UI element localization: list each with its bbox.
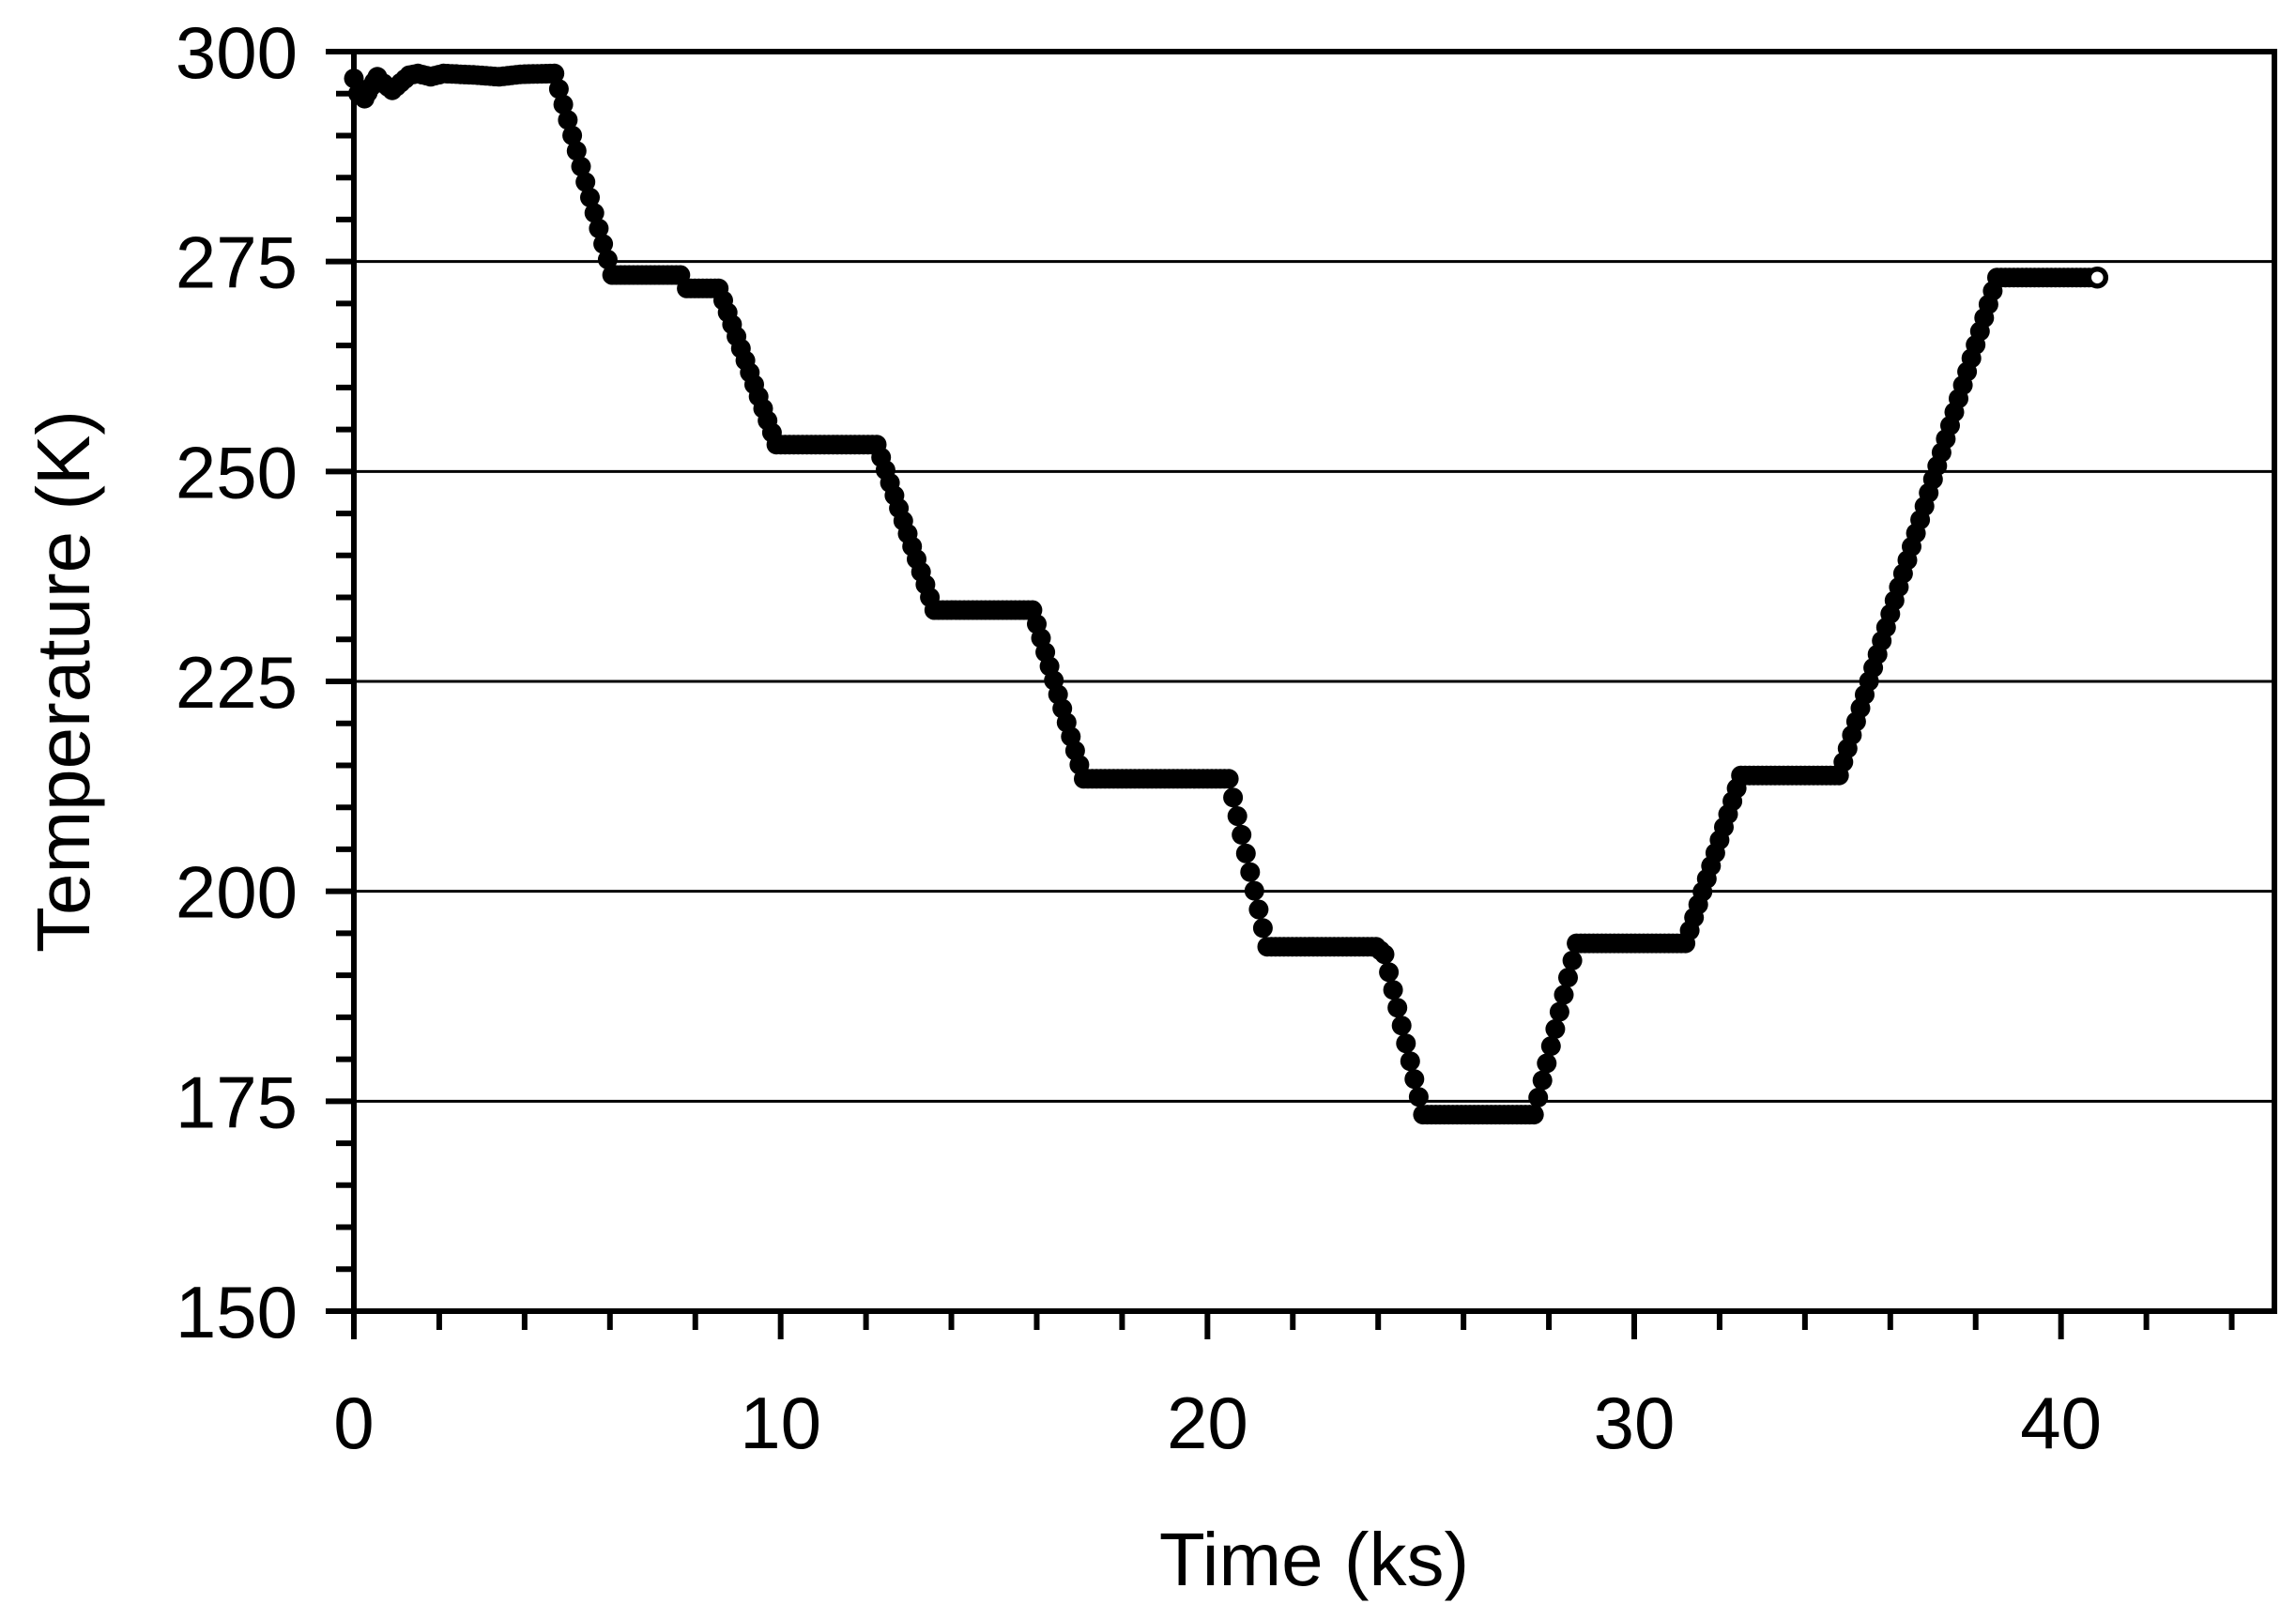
y-axis: 150 175 200 225 250 275 300 [176,11,354,1353]
data-point [1396,1033,1416,1054]
data-point [593,234,614,254]
data-point [1554,985,1574,1005]
gridlines [354,260,2274,1103]
data-point [548,79,569,99]
x-tick-label: 30 [1594,1382,1676,1464]
data-point [1537,1053,1557,1074]
data-point [1218,769,1239,789]
data-point [1383,980,1403,1000]
y-tick-label: 250 [176,431,298,513]
data-point [1404,1069,1425,1090]
data-point [1558,968,1578,988]
data-point [1540,1036,1561,1057]
x-axis-title: Time (ks) [1158,1518,1470,1601]
data-point [575,172,596,192]
data-point [1387,998,1408,1018]
data-point [1252,918,1273,939]
y-tick-label: 200 [176,851,298,934]
temperature-series [344,63,2109,1125]
data-point [1240,862,1261,882]
data-point [1400,1051,1420,1072]
data-point [566,141,587,161]
x-tick-label: 10 [740,1382,821,1464]
data-point [597,250,618,269]
data-point [589,218,609,238]
data-point [580,187,600,207]
data-point [1223,787,1244,808]
data-point [1232,824,1252,845]
data-point [562,125,583,145]
data-point [558,110,578,130]
y-tick-label: 225 [176,641,298,724]
data-point [1528,1087,1549,1107]
y-tick-label: 300 [176,11,298,94]
data-point [553,94,574,115]
data-point [344,69,364,89]
x-axis: 0 10 20 30 40 [333,1311,2235,1464]
data-point [544,63,565,84]
data-point [571,156,591,176]
data-point [1523,1105,1544,1125]
y-tick-label: 275 [176,221,298,304]
data-point [1248,899,1269,920]
end-data-point-open-circle [2086,266,2109,289]
data-point [1391,1016,1412,1036]
y-tick-label: 175 [176,1061,298,1143]
y-tick-label: 150 [176,1271,298,1353]
data-point [1549,1001,1569,1022]
data-point [1408,1087,1429,1107]
data-point [1374,944,1395,965]
data-point [1227,806,1247,826]
data-point [1235,843,1256,863]
data-point [1562,950,1583,970]
data-point [1244,880,1264,901]
data-point [1532,1070,1553,1091]
y-axis-title: Temperature (K) [22,410,105,953]
data-point [1545,1018,1566,1039]
x-tick-label: 40 [2020,1382,2102,1464]
data-point [1379,962,1400,983]
data-point [584,203,605,223]
x-tick-label: 20 [1167,1382,1248,1464]
x-tick-label: 0 [333,1382,374,1464]
